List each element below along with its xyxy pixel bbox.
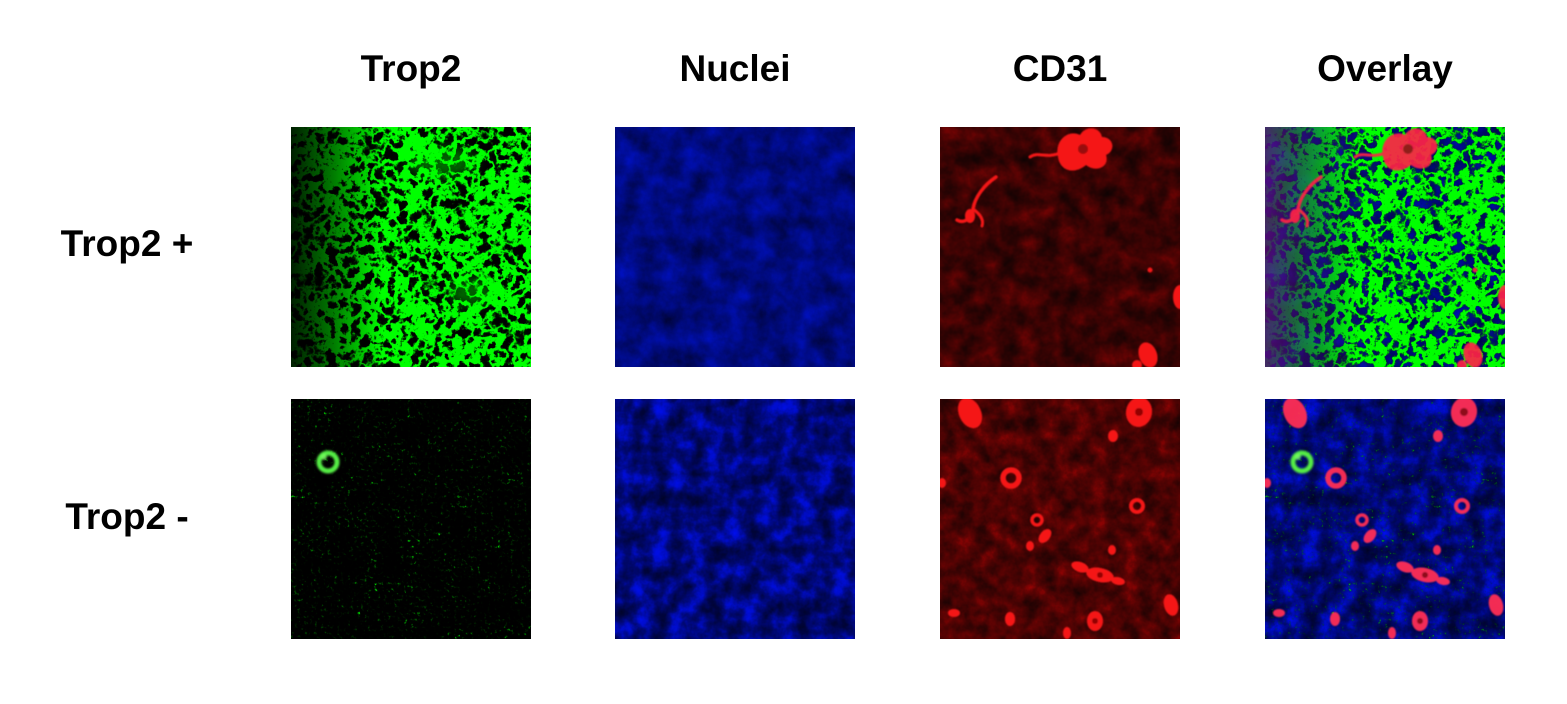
column-header-cd31: CD31 [1012, 48, 1108, 89]
row-header-trop2-positive: Trop2 + [60, 223, 194, 264]
column-header-trop2: Trop2 [360, 48, 462, 89]
column-header-nuclei: Nuclei [679, 48, 791, 89]
micrograph-trop2pos-trop2 [291, 127, 531, 367]
micrograph-trop2neg-cd31 [940, 399, 1180, 639]
micrograph-trop2neg-overlay [1265, 399, 1505, 639]
row-header-trop2-negative: Trop2 - [65, 496, 189, 537]
micrograph-trop2pos-overlay [1265, 127, 1505, 367]
micrograph-trop2pos-nuclei [615, 127, 855, 367]
micrograph-trop2neg-trop2 [291, 399, 531, 639]
micrograph-trop2pos-cd31 [940, 127, 1180, 367]
column-header-overlay: Overlay [1317, 48, 1453, 89]
micrograph-trop2neg-nuclei [615, 399, 855, 639]
